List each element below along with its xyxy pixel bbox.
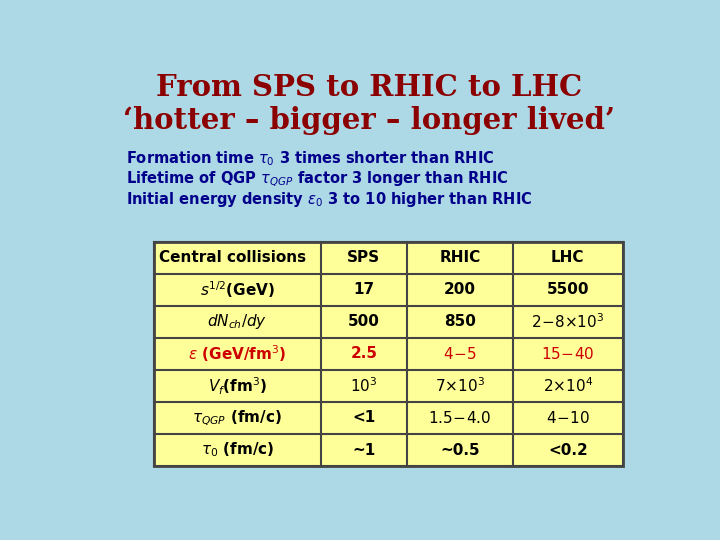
Text: $2\!-\!8{\times}10^3$: $2\!-\!8{\times}10^3$	[531, 312, 605, 331]
Text: SPS: SPS	[347, 250, 380, 265]
Text: LHC: LHC	[551, 250, 585, 265]
Text: $10^3$: $10^3$	[350, 376, 378, 395]
Text: From SPS to RHIC to LHC: From SPS to RHIC to LHC	[156, 73, 582, 102]
Text: ‘hotter – bigger – longer lived’: ‘hotter – bigger – longer lived’	[123, 106, 615, 136]
Text: Central collisions: Central collisions	[158, 250, 306, 265]
Text: 2.5: 2.5	[351, 346, 377, 361]
Text: 850: 850	[444, 314, 476, 329]
Text: 17: 17	[354, 282, 374, 297]
Text: 5500: 5500	[546, 282, 589, 297]
Text: $4\!-\!5$: $4\!-\!5$	[443, 346, 477, 362]
Text: $\varepsilon$ (GeV/fm$^3$): $\varepsilon$ (GeV/fm$^3$)	[188, 343, 287, 364]
Text: Initial energy density $\varepsilon_0$ 3 to 10 higher than RHIC: Initial energy density $\varepsilon_0$ 3…	[126, 191, 533, 210]
Text: $dN_{ch}/dy$: $dN_{ch}/dy$	[207, 312, 267, 331]
Text: $1.5\!-\!4.0$: $1.5\!-\!4.0$	[428, 410, 492, 426]
Bar	[154, 241, 623, 466]
Text: Lifetime of QGP $\tau_{QGP}$ factor 3 longer than RHIC: Lifetime of QGP $\tau_{QGP}$ factor 3 lo…	[126, 170, 508, 189]
Text: <0.2: <0.2	[548, 442, 588, 457]
Text: 200: 200	[444, 282, 476, 297]
Text: $V_f$(fm$^3$): $V_f$(fm$^3$)	[208, 375, 267, 396]
Text: ~0.5: ~0.5	[440, 442, 480, 457]
Text: $15\!-\!40$: $15\!-\!40$	[541, 346, 595, 362]
Text: 500: 500	[348, 314, 380, 329]
Text: Formation time $\tau_0$ 3 times shorter than RHIC: Formation time $\tau_0$ 3 times shorter …	[126, 149, 495, 168]
Text: $2{\times}10^4$: $2{\times}10^4$	[543, 376, 593, 395]
Text: $s^{1/2}$(GeV): $s^{1/2}$(GeV)	[199, 279, 275, 300]
Text: $\tau_0$ (fm/c): $\tau_0$ (fm/c)	[201, 441, 274, 460]
Text: <1: <1	[352, 410, 376, 426]
Text: $4\!-\!10$: $4\!-\!10$	[546, 410, 590, 426]
Text: $\tau_{QGP}$ (fm/c): $\tau_{QGP}$ (fm/c)	[192, 408, 282, 428]
Text: $7{\times}10^3$: $7{\times}10^3$	[435, 376, 485, 395]
Text: RHIC: RHIC	[439, 250, 481, 265]
Text: ~1: ~1	[352, 442, 376, 457]
